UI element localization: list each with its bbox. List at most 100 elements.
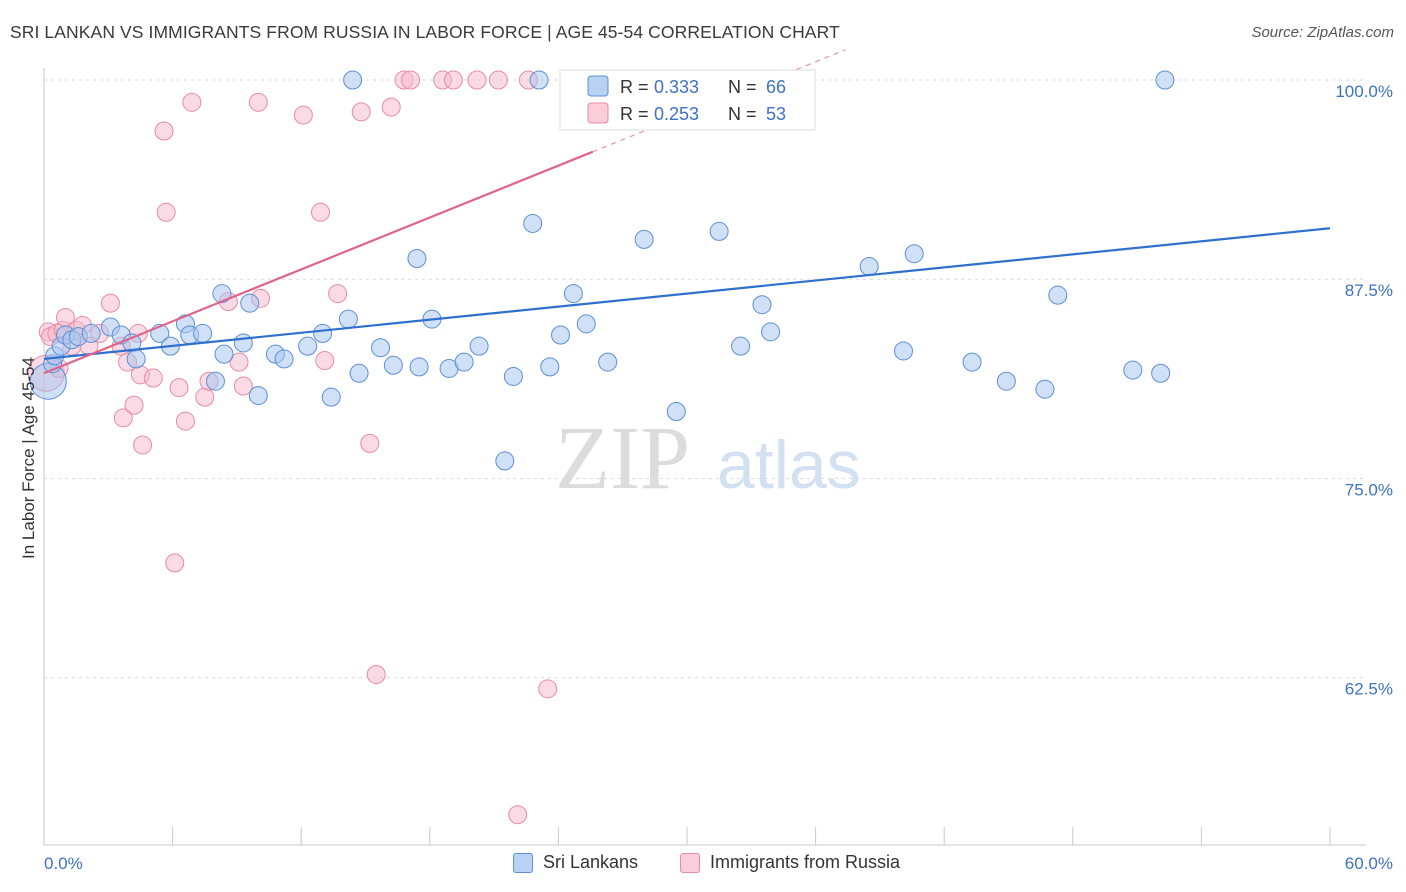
russia-point — [169, 378, 189, 398]
russia-point — [195, 387, 215, 407]
russia-point — [328, 284, 348, 304]
sri-lankan-point — [563, 284, 583, 304]
russia-point — [113, 408, 133, 428]
legend-label: Sri Lankans — [543, 852, 639, 872]
y-axis-label: In Labor Force | Age 45-54 — [19, 357, 38, 559]
legend-swatch — [513, 852, 533, 873]
sri-lankan-point — [709, 221, 729, 241]
sri-lankan-point — [248, 386, 268, 406]
sri-lankan-point — [598, 352, 618, 372]
sri-lankan-point — [503, 366, 523, 386]
russia-point — [467, 70, 487, 90]
russia-point — [360, 433, 380, 453]
y-tick-label: 87.5% — [1345, 281, 1393, 300]
sri-lankan-point — [409, 357, 429, 377]
russia-point — [401, 70, 421, 90]
sri-lankan-point — [1155, 70, 1175, 90]
tick-labels: 100.0% 87.5% 75.0% 62.5% 0.0% 60.0% — [44, 82, 1393, 873]
russia-point — [229, 352, 249, 372]
legend-item-russia[interactable]: Immigrants from Russia — [680, 852, 900, 873]
sri-lankan-point — [1151, 363, 1171, 383]
legend-swatch-russia — [587, 102, 609, 124]
sri-lankan-point — [343, 70, 363, 90]
russia-point — [100, 293, 120, 313]
sri-lankan-point — [634, 229, 654, 249]
russia-point — [182, 92, 202, 112]
sri-lankan-points — [29, 70, 1175, 471]
russia-point — [293, 105, 313, 125]
sri-lankan-point — [904, 244, 924, 264]
russia-point — [133, 435, 153, 455]
legend-n-label: N = — [728, 104, 757, 124]
sri-lankan-point — [540, 357, 560, 377]
legend-swatch — [680, 852, 700, 873]
sri-lankan-point — [731, 336, 751, 356]
sri-lankan-point — [761, 322, 781, 342]
sri-lankan-point — [1035, 379, 1055, 399]
sri-lankan-point — [529, 70, 549, 90]
russia-point — [315, 351, 335, 370]
series-legend: Sri Lankans Immigrants from Russia — [0, 852, 1406, 878]
legend-item-sri-lankans[interactable]: Sri Lankans — [513, 852, 638, 873]
russia-trendline — [43, 150, 594, 375]
russia-point — [233, 376, 253, 396]
sri-lankan-point — [962, 352, 982, 372]
sri-lankan-point — [321, 387, 341, 407]
russia-point — [443, 70, 463, 90]
russia-point — [351, 102, 371, 122]
sri-lankan-point — [551, 325, 571, 345]
correlation-legend: R = 0.333 N = 66 R = 0.253 N = 53 — [559, 69, 816, 131]
x-tick-label: 60.0% — [1345, 854, 1393, 873]
sri-lankan-point — [495, 451, 515, 471]
russia-point — [124, 395, 144, 415]
sri-lankan-point — [371, 338, 391, 358]
russia-point — [310, 202, 330, 222]
sri-lankan-point — [1123, 360, 1143, 380]
source-label: Source: ZipAtlas.com — [1251, 24, 1394, 41]
russia-point — [508, 805, 528, 825]
watermark-zip: ZIP — [555, 409, 690, 508]
sri-lankan-point — [233, 333, 253, 353]
sri-lankan-point — [1048, 285, 1068, 305]
legend-r-label: R = — [620, 104, 649, 124]
sri-lankan-point — [996, 371, 1016, 391]
sri-lankan-point — [454, 352, 474, 372]
sri-lankan-point — [666, 402, 686, 421]
watermark-atlas: atlas — [717, 427, 861, 503]
sri-lankan-point — [383, 355, 403, 375]
y-tick-label: 100.0% — [1335, 82, 1393, 101]
sri-lankan-point — [126, 349, 146, 369]
russia-point — [488, 70, 508, 90]
russia-points — [27, 70, 613, 825]
sri-lankan-point — [349, 363, 369, 383]
sri-lankan-point — [576, 314, 596, 334]
russia-point — [154, 121, 174, 141]
sri-lankan-point — [274, 349, 294, 369]
russia-point — [143, 368, 163, 388]
axes — [43, 68, 1366, 846]
legend-r-value: 0.333 — [654, 77, 699, 97]
legend-n-value: 53 — [766, 104, 786, 124]
sri-lankan-point — [338, 309, 358, 329]
sri-lankan-point — [240, 293, 260, 313]
russia-point — [366, 664, 386, 684]
sri-lankan-point — [193, 323, 213, 343]
russia-point — [175, 411, 195, 431]
russia-point — [538, 679, 558, 699]
sri-lankan-point — [205, 371, 225, 391]
chart-title: SRI LANKAN VS IMMIGRANTS FROM RUSSIA IN … — [10, 22, 840, 42]
legend-r-label: R = — [620, 77, 649, 97]
sri-lankan-point — [407, 249, 427, 268]
sri-lankan-point — [469, 336, 489, 356]
sri-lankan-point — [523, 213, 543, 233]
watermark: ZIP atlas — [555, 409, 861, 508]
russia-point — [248, 92, 268, 112]
russia-point — [165, 553, 185, 573]
x-tick-label: 0.0% — [44, 854, 83, 873]
sri-lankan-point — [752, 295, 772, 315]
legend-n-label: N = — [728, 77, 757, 97]
gridlines — [44, 79, 1366, 679]
sri-lankan-point — [298, 336, 318, 356]
trend-lines — [43, 49, 1331, 375]
